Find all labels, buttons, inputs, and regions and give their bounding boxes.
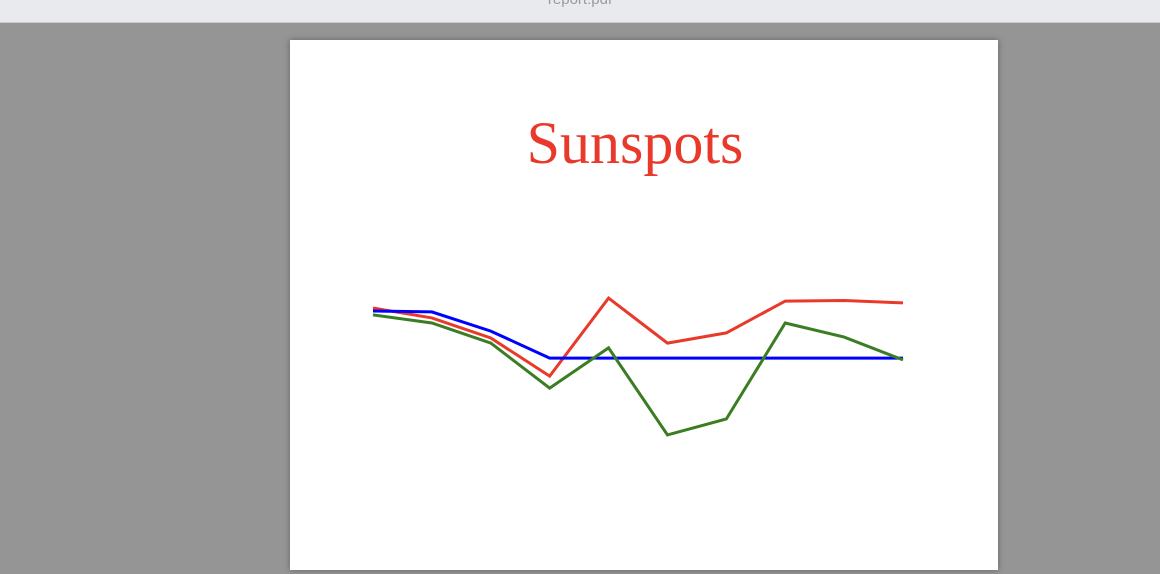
- pdf-page: Sunspots: [290, 40, 998, 570]
- data-line: [372, 309, 903, 360]
- data-line: [372, 313, 904, 437]
- data-line: [372, 295, 904, 379]
- chart-title: Sunspots: [527, 110, 744, 176]
- window-titlebar: report.pdf: [0, 0, 1160, 23]
- window-title: report.pdf: [0, 0, 1160, 8]
- chart: Sunspots: [372, 110, 904, 437]
